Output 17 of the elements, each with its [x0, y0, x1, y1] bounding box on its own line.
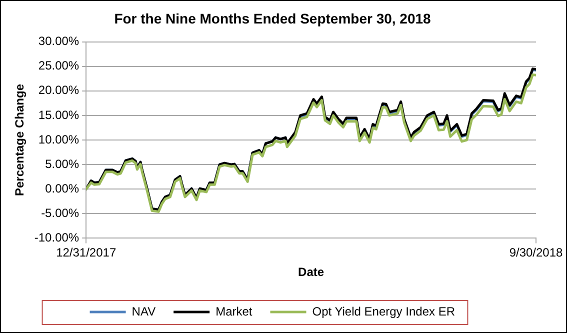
y-tick-label: 5.00% — [45, 156, 80, 171]
y-tick-label: 0.00% — [45, 181, 80, 196]
x-tick-label: 12/31/2017 — [56, 246, 116, 260]
y-tick-label: 10.00% — [38, 132, 80, 146]
y-tick-label: -5.00% — [41, 206, 80, 220]
chart-title: For the Nine Months Ended September 30, 2018 — [114, 10, 432, 26]
legend-label: Opt Yield Energy Index ER — [312, 304, 456, 318]
y-tick-label: -10.00% — [34, 230, 80, 245]
x-axis-title: Date — [298, 265, 324, 280]
y-axis-title: Percentage Change — [12, 84, 27, 196]
y-tick-label: 30.00% — [38, 34, 80, 48]
y-tick-label: 25.00% — [38, 58, 80, 73]
legend-label: Market — [216, 304, 253, 318]
y-tick-label: 20.00% — [38, 83, 80, 98]
legend-label: NAV — [132, 304, 156, 318]
x-tick-label: 9/30/2018 — [509, 246, 564, 260]
y-tick-label: 15.00% — [38, 108, 80, 122]
